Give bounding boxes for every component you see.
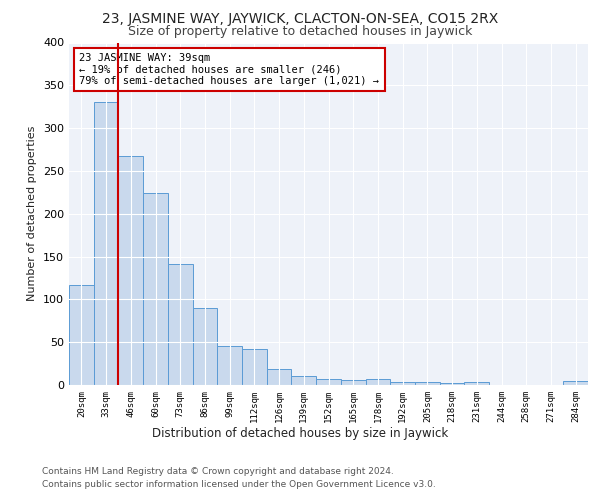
Bar xyxy=(267,368,292,385)
Bar xyxy=(390,382,415,385)
Bar xyxy=(242,349,267,385)
Bar xyxy=(440,384,464,385)
Bar xyxy=(143,193,168,385)
Text: 23, JASMINE WAY, JAYWICK, CLACTON-ON-SEA, CO15 2RX: 23, JASMINE WAY, JAYWICK, CLACTON-ON-SEA… xyxy=(102,12,498,26)
Bar xyxy=(341,380,365,385)
Bar xyxy=(292,376,316,385)
Bar xyxy=(168,264,193,385)
Text: Distribution of detached houses by size in Jaywick: Distribution of detached houses by size … xyxy=(152,428,448,440)
Bar xyxy=(365,379,390,385)
Text: 23 JASMINE WAY: 39sqm
← 19% of detached houses are smaller (246)
79% of semi-det: 23 JASMINE WAY: 39sqm ← 19% of detached … xyxy=(79,53,379,86)
Bar xyxy=(316,379,341,385)
Bar xyxy=(69,285,94,385)
Bar xyxy=(563,380,588,385)
Y-axis label: Number of detached properties: Number of detached properties xyxy=(28,126,37,302)
Bar xyxy=(217,346,242,385)
Text: Size of property relative to detached houses in Jaywick: Size of property relative to detached ho… xyxy=(128,25,472,38)
Bar xyxy=(193,308,217,385)
Text: Contains HM Land Registry data © Crown copyright and database right 2024.
Contai: Contains HM Land Registry data © Crown c… xyxy=(42,468,436,489)
Bar xyxy=(415,382,440,385)
Bar xyxy=(118,156,143,385)
Bar xyxy=(94,102,118,385)
Bar xyxy=(464,382,489,385)
